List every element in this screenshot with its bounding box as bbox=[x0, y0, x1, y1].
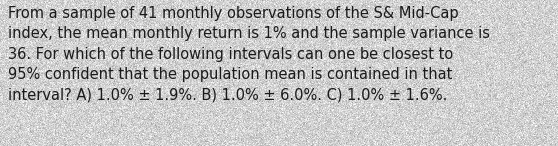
Text: From a sample of 41 monthly observations of the S& Mid-Cap
index, the mean month: From a sample of 41 monthly observations… bbox=[8, 6, 490, 102]
